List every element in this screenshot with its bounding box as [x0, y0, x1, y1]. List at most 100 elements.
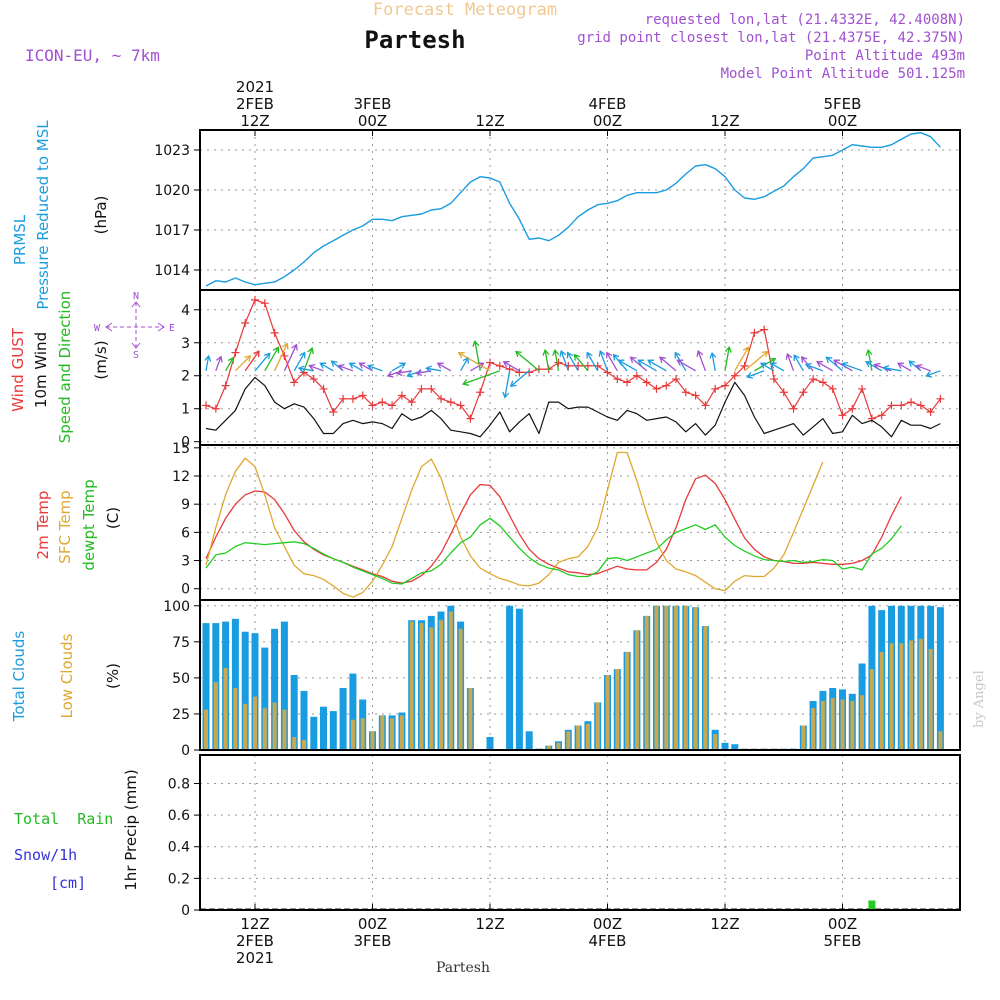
wind-direction-arrow	[215, 355, 223, 372]
bar-total-cloud	[300, 690, 308, 750]
xtick-top-label: 12Z	[710, 112, 739, 130]
wind-direction-arrow	[425, 365, 442, 373]
ytick-label-pressure: 1014	[154, 263, 190, 279]
ytick-label-wind: 1	[181, 402, 190, 418]
ms-label: (m/s)	[92, 340, 110, 379]
gust-point	[378, 398, 387, 407]
gust-point	[515, 368, 524, 377]
wind-direction-arrow	[617, 359, 638, 372]
bar-low-cloud	[556, 742, 561, 750]
wind-direction-arrow	[759, 362, 775, 372]
bar-total-cloud	[241, 631, 249, 750]
wind-direction-arrow	[457, 352, 491, 372]
wind-direction-arrow	[552, 348, 560, 371]
gust-point	[740, 361, 749, 370]
wind-direction-arrow	[793, 354, 804, 372]
gust-point	[652, 384, 661, 393]
gust-point	[309, 375, 318, 384]
location-title: Partesh	[364, 26, 465, 54]
wind-direction-arrow	[637, 359, 657, 372]
wind-direction-arrow	[676, 359, 696, 372]
gust-point	[760, 325, 769, 334]
panel-frame-cloud	[199, 599, 961, 751]
bar-low-cloud	[634, 630, 639, 750]
gust-point	[750, 328, 759, 337]
gust-point	[721, 381, 729, 390]
prmsl-label: PRMSL	[11, 214, 29, 265]
ytick-label-wind: 0	[181, 435, 190, 451]
wind-label: 10m Wind	[32, 332, 50, 408]
wind-direction-arrow	[367, 363, 383, 372]
bar-low-cloud	[830, 698, 835, 750]
gust-point	[564, 361, 573, 370]
bar-low-cloud	[409, 621, 414, 750]
wind-direction-arrow	[724, 345, 732, 371]
bar-total-cloud	[310, 716, 318, 750]
bar-low-cloud	[272, 702, 277, 750]
wind-direction-arrow	[509, 370, 530, 388]
gust-point	[211, 404, 220, 413]
gust-point	[848, 404, 857, 413]
gust-label: Wind GUST	[9, 327, 27, 412]
gust-point	[877, 411, 886, 420]
wind-direction-arrow	[436, 362, 452, 372]
gust-point	[437, 394, 446, 403]
wind-direction-arrow	[815, 361, 834, 372]
gust-point	[642, 378, 651, 387]
compass-rose: N S W E	[94, 291, 175, 361]
wind-direction-arrow	[865, 361, 883, 372]
gust-point	[769, 375, 778, 384]
precip-axis-label: 1hr Precip (mm)	[122, 769, 140, 890]
xtick-top-label: 4FEB	[589, 95, 627, 113]
gust-point	[319, 384, 328, 393]
series-pressure	[205, 131, 941, 287]
gust-point	[417, 384, 426, 393]
gust-point	[779, 388, 788, 397]
wind-direction-arrow	[925, 370, 941, 378]
panel-frame-pressure	[199, 129, 961, 291]
wind-direction-arrow	[709, 351, 717, 371]
product-title: Forecast Meteogram	[373, 0, 557, 20]
bar-low-cloud	[546, 745, 551, 750]
bar-low-cloud	[703, 626, 708, 750]
gust-point	[486, 358, 494, 367]
bar-low-cloud	[390, 718, 395, 750]
bar-total-cloud	[251, 633, 259, 750]
wind-direction-arrow	[308, 363, 324, 372]
ytick-label-pressure: 1023	[154, 143, 190, 159]
gust-point	[916, 401, 925, 410]
ytick-label-cloud: 75	[172, 635, 190, 651]
ytick-label-precip: 0.8	[168, 776, 190, 792]
gust-point	[711, 384, 720, 393]
panel-frame-precip	[199, 754, 961, 911]
gust-point	[887, 401, 896, 410]
bar-total-cloud	[525, 731, 533, 751]
series-temp-sfc	[205, 451, 824, 598]
bar-low-cloud	[576, 725, 581, 750]
gust-point	[691, 391, 700, 400]
bar-low-cloud	[820, 701, 825, 750]
wind-direction-arrow	[274, 342, 289, 372]
bar-low-cloud	[302, 739, 306, 750]
wind-direction-arrow	[865, 348, 873, 371]
bar-low-cloud	[243, 703, 248, 750]
wind-direction-arrow	[319, 362, 334, 372]
bar-low-cloud	[811, 708, 816, 750]
gust-point	[329, 408, 338, 417]
gust-point	[358, 391, 367, 400]
gust-point	[388, 401, 397, 410]
xtick-top-label: 12Z	[475, 112, 504, 130]
gust-point	[623, 378, 632, 387]
dewpt-label: dewpt Temp	[80, 479, 98, 570]
ytick-label-cloud: 100	[163, 599, 190, 615]
wind-direction-arrow	[461, 370, 501, 386]
ytick-label-precip: 0	[181, 903, 190, 919]
ytick-label-wind: 4	[181, 303, 190, 319]
sfc-label: SFC Temp	[56, 490, 74, 563]
bar-low-cloud	[262, 708, 267, 750]
wind-direction-arrow	[915, 363, 931, 372]
ytick-label-temp: 12	[172, 469, 190, 485]
point-altitude: Point Altitude 493m	[805, 48, 965, 64]
xtick-bottom-label: 12Z	[475, 915, 504, 933]
bar-low-cloud	[595, 702, 600, 750]
